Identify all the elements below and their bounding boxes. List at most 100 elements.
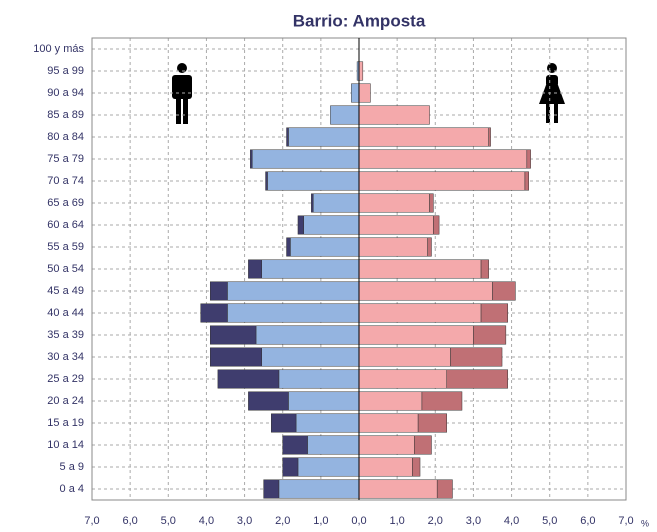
bar xyxy=(412,457,421,477)
bar xyxy=(286,127,289,147)
y-tick-label: 55 a 59 xyxy=(47,241,84,253)
bar xyxy=(288,127,360,147)
bar xyxy=(295,413,360,433)
bar xyxy=(488,127,491,147)
bar xyxy=(248,259,262,279)
bar xyxy=(330,105,360,125)
y-tick-label: 5 a 9 xyxy=(60,461,84,473)
bar xyxy=(421,391,463,411)
bar xyxy=(358,369,447,389)
x-tick-label: 7,0 xyxy=(84,515,99,527)
bar xyxy=(358,237,428,257)
bar xyxy=(288,391,360,411)
bar xyxy=(303,215,360,235)
bar xyxy=(312,193,360,213)
bar xyxy=(492,281,516,301)
y-tick-label: 100 y más xyxy=(33,43,84,55)
bar xyxy=(480,259,489,279)
bar xyxy=(526,149,531,169)
x-tick-label: 1,0 xyxy=(313,515,328,527)
chart-title: Barrio: Amposta xyxy=(293,11,426,30)
bar xyxy=(250,149,253,169)
y-tick-label: 95 a 99 xyxy=(47,65,84,77)
bar xyxy=(351,83,360,103)
y-tick-label: 40 a 44 xyxy=(47,307,84,319)
bar xyxy=(209,347,262,367)
x-tick-label: 3,0 xyxy=(237,515,252,527)
bar xyxy=(282,435,308,455)
y-tick-label: 60 a 64 xyxy=(47,219,84,231)
x-tick-label: 2,0 xyxy=(275,515,290,527)
bar xyxy=(524,171,529,191)
bar xyxy=(200,303,228,323)
y-tick-label: 30 a 34 xyxy=(47,351,84,363)
bar xyxy=(278,479,360,499)
bar xyxy=(358,347,451,367)
bar xyxy=(429,193,434,213)
y-tick-label: 70 a 74 xyxy=(47,175,84,187)
bar xyxy=(358,127,489,147)
bar xyxy=(358,391,423,411)
bar xyxy=(307,435,360,455)
bar xyxy=(433,215,440,235)
bar xyxy=(436,479,453,499)
bar xyxy=(358,281,493,301)
bar xyxy=(311,193,314,213)
bar xyxy=(358,171,526,191)
bar xyxy=(358,457,413,477)
bar xyxy=(282,457,299,477)
bar xyxy=(358,413,419,433)
bar xyxy=(473,325,507,345)
bar xyxy=(358,105,430,125)
bar xyxy=(290,237,360,257)
y-tick-label: 20 a 24 xyxy=(47,395,84,407)
bar xyxy=(286,237,291,257)
bar xyxy=(261,259,360,279)
y-tick-label: 90 a 94 xyxy=(47,87,84,99)
bar xyxy=(480,303,509,323)
bar xyxy=(271,413,297,433)
bar xyxy=(450,347,503,367)
bar xyxy=(248,391,289,411)
y-tick-label: 80 a 84 xyxy=(47,131,84,143)
bar xyxy=(358,479,438,499)
bar xyxy=(297,215,304,235)
bar xyxy=(358,259,482,279)
x-tick-label: 5,0 xyxy=(542,515,557,527)
bar xyxy=(417,413,447,433)
bar xyxy=(267,171,360,191)
y-tick-label: 50 a 54 xyxy=(47,263,84,275)
y-tick-label: 45 a 49 xyxy=(47,285,84,297)
bar xyxy=(297,457,360,477)
y-tick-label: 0 a 4 xyxy=(60,483,84,495)
x-tick-label: 0,0 xyxy=(351,515,366,527)
x-tick-label: 1,0 xyxy=(389,515,404,527)
bar xyxy=(358,303,482,323)
bar xyxy=(261,347,360,367)
x-tick-label: 6,0 xyxy=(580,515,595,527)
bar xyxy=(255,325,360,345)
bar xyxy=(358,61,364,81)
bar xyxy=(263,479,280,499)
bar xyxy=(265,171,268,191)
bar xyxy=(427,237,432,257)
bar xyxy=(217,369,280,389)
y-tick-label: 35 a 39 xyxy=(47,329,84,341)
bar xyxy=(278,369,360,389)
x-tick-label: 3,0 xyxy=(466,515,481,527)
bar xyxy=(227,281,360,301)
bar xyxy=(358,149,528,169)
y-tick-label: 85 a 89 xyxy=(47,109,84,121)
x-tick-label: 4,0 xyxy=(504,515,519,527)
bar xyxy=(227,303,360,323)
bar xyxy=(209,325,257,345)
y-tick-label: 75 a 79 xyxy=(47,153,84,165)
x-unit: % xyxy=(641,518,649,528)
y-tick-label: 65 a 69 xyxy=(47,197,84,209)
bar xyxy=(251,149,360,169)
bar xyxy=(358,325,474,345)
x-tick-label: 6,0 xyxy=(122,515,137,527)
y-tick-label: 10 a 14 xyxy=(47,439,84,451)
bar xyxy=(358,215,434,235)
